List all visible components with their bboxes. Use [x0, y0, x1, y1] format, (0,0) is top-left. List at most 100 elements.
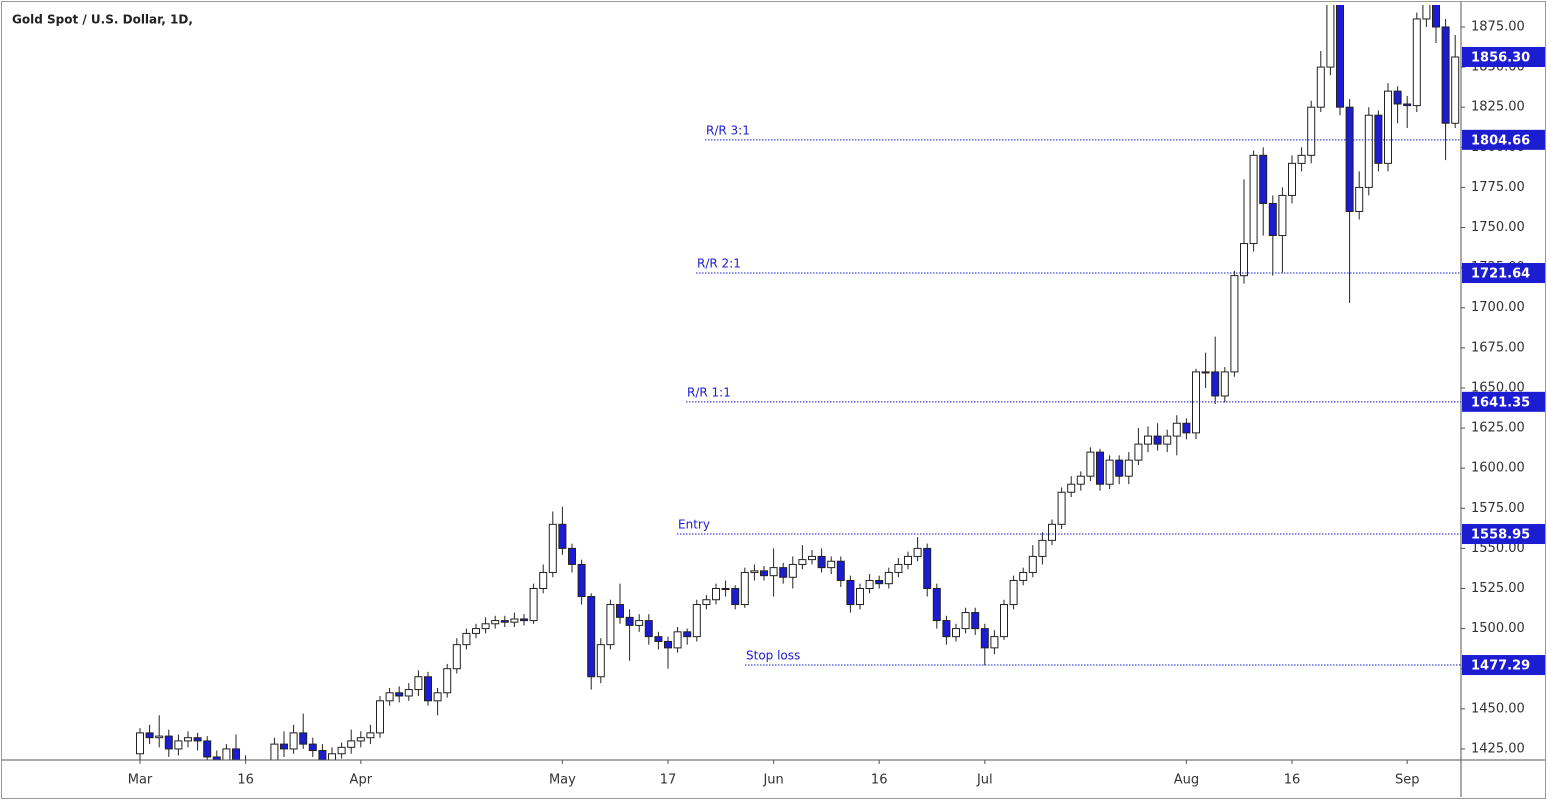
level-label: Stop loss [746, 649, 800, 663]
candle-body [769, 567, 778, 577]
candle-body [184, 737, 192, 742]
candle-body [961, 612, 970, 630]
level-label: Entry [678, 518, 710, 532]
candle-body [155, 735, 164, 739]
candle-body [1326, 5, 1335, 68]
candle-body [337, 746, 346, 755]
candle-body [356, 737, 365, 742]
candle-body [1201, 371, 1210, 374]
candle-body [808, 555, 816, 561]
candle-body [1441, 26, 1450, 124]
candle-body [1393, 90, 1402, 105]
candle-body [1451, 56, 1460, 124]
candle-body [510, 618, 519, 623]
candle-body [596, 644, 605, 678]
y-tick-label: 1550.00 [1471, 541, 1525, 556]
y-tick-label: 1675.00 [1471, 340, 1525, 355]
x-tick-label: 17 [660, 773, 677, 788]
candle-body [299, 732, 308, 745]
candle-body [1067, 483, 1076, 493]
candle-body [1086, 451, 1095, 477]
candle-body [472, 628, 480, 634]
candle-body [212, 756, 221, 760]
candle-body [395, 692, 404, 697]
candle-body [1422, 5, 1431, 20]
candle-body [856, 587, 864, 606]
candle-body [308, 743, 317, 752]
level-label: R/R 3:1 [706, 123, 750, 137]
candle-body [1240, 243, 1248, 277]
level-label: R/R 1:1 [687, 385, 731, 399]
candle-body [760, 570, 768, 577]
candle-body [1278, 194, 1287, 237]
candle-body [731, 587, 740, 606]
candle-body [1192, 371, 1200, 434]
candle-body [798, 559, 807, 565]
candle-body [1432, 5, 1440, 28]
candle-body [289, 732, 298, 750]
candle-body [1009, 579, 1018, 606]
y-tick-label: 1575.00 [1471, 501, 1525, 516]
level-badge [1462, 391, 1545, 412]
candle-body [692, 604, 701, 638]
plot-area [136, 5, 1460, 760]
candle-body [1096, 451, 1104, 485]
y-tick-label: 1625.00 [1471, 421, 1525, 436]
candle-body [923, 547, 932, 589]
candle-body [1048, 523, 1056, 541]
candle-body [203, 740, 212, 758]
candle-body [145, 732, 154, 739]
candle-body [606, 604, 615, 646]
candle-body [1307, 106, 1316, 156]
candle-body [952, 628, 960, 638]
level-badge-label: 1641.35 [1471, 395, 1530, 410]
candle-body [548, 523, 557, 573]
candle-body [1182, 422, 1191, 434]
candle-body [1134, 443, 1143, 461]
candle-body [481, 623, 490, 630]
x-tick-label: Jun [762, 773, 783, 788]
candle-body [1249, 154, 1258, 245]
chart-title: Gold Spot / U.S. Dollar, 1D, [12, 13, 193, 27]
x-tick-label: May [549, 773, 576, 788]
candle-body [1268, 202, 1277, 237]
candle-body [1220, 371, 1229, 397]
level-badge [1462, 655, 1545, 676]
candle-body [875, 579, 884, 585]
level-badge [1462, 263, 1545, 284]
level-badge-label: 1558.95 [1471, 528, 1530, 543]
candle-body [654, 636, 663, 642]
candle-body [1364, 114, 1373, 188]
candle-body [452, 644, 461, 670]
candle-body [788, 563, 797, 578]
candle-body [1028, 555, 1037, 573]
level-badge [1462, 524, 1545, 545]
candle-body [1153, 435, 1162, 445]
candle-body [222, 748, 231, 760]
candle-body [1297, 154, 1306, 164]
candle-body [616, 604, 624, 618]
candle-body [884, 571, 893, 585]
level-badge-label: 1721.64 [1471, 267, 1530, 282]
candle-body [577, 563, 586, 598]
candle-body [1336, 5, 1344, 108]
candle-body [328, 753, 336, 760]
candle-body [347, 740, 356, 748]
candle-body [587, 596, 596, 678]
candle-body [433, 692, 442, 702]
candle-body [712, 587, 720, 601]
candle-body [625, 616, 634, 626]
candle-body [1076, 475, 1085, 485]
candle-body [164, 735, 173, 750]
x-tick-label: Jul [976, 773, 993, 788]
candle-body [1259, 154, 1268, 204]
candle-body [1288, 162, 1296, 196]
candle-body [1230, 275, 1239, 373]
candle-body [462, 632, 471, 646]
candle-body [1019, 571, 1028, 581]
candle-body [1000, 604, 1008, 638]
candle-body [990, 636, 999, 649]
candle-body [1172, 422, 1181, 437]
y-tick-label: 1600.00 [1471, 461, 1525, 476]
